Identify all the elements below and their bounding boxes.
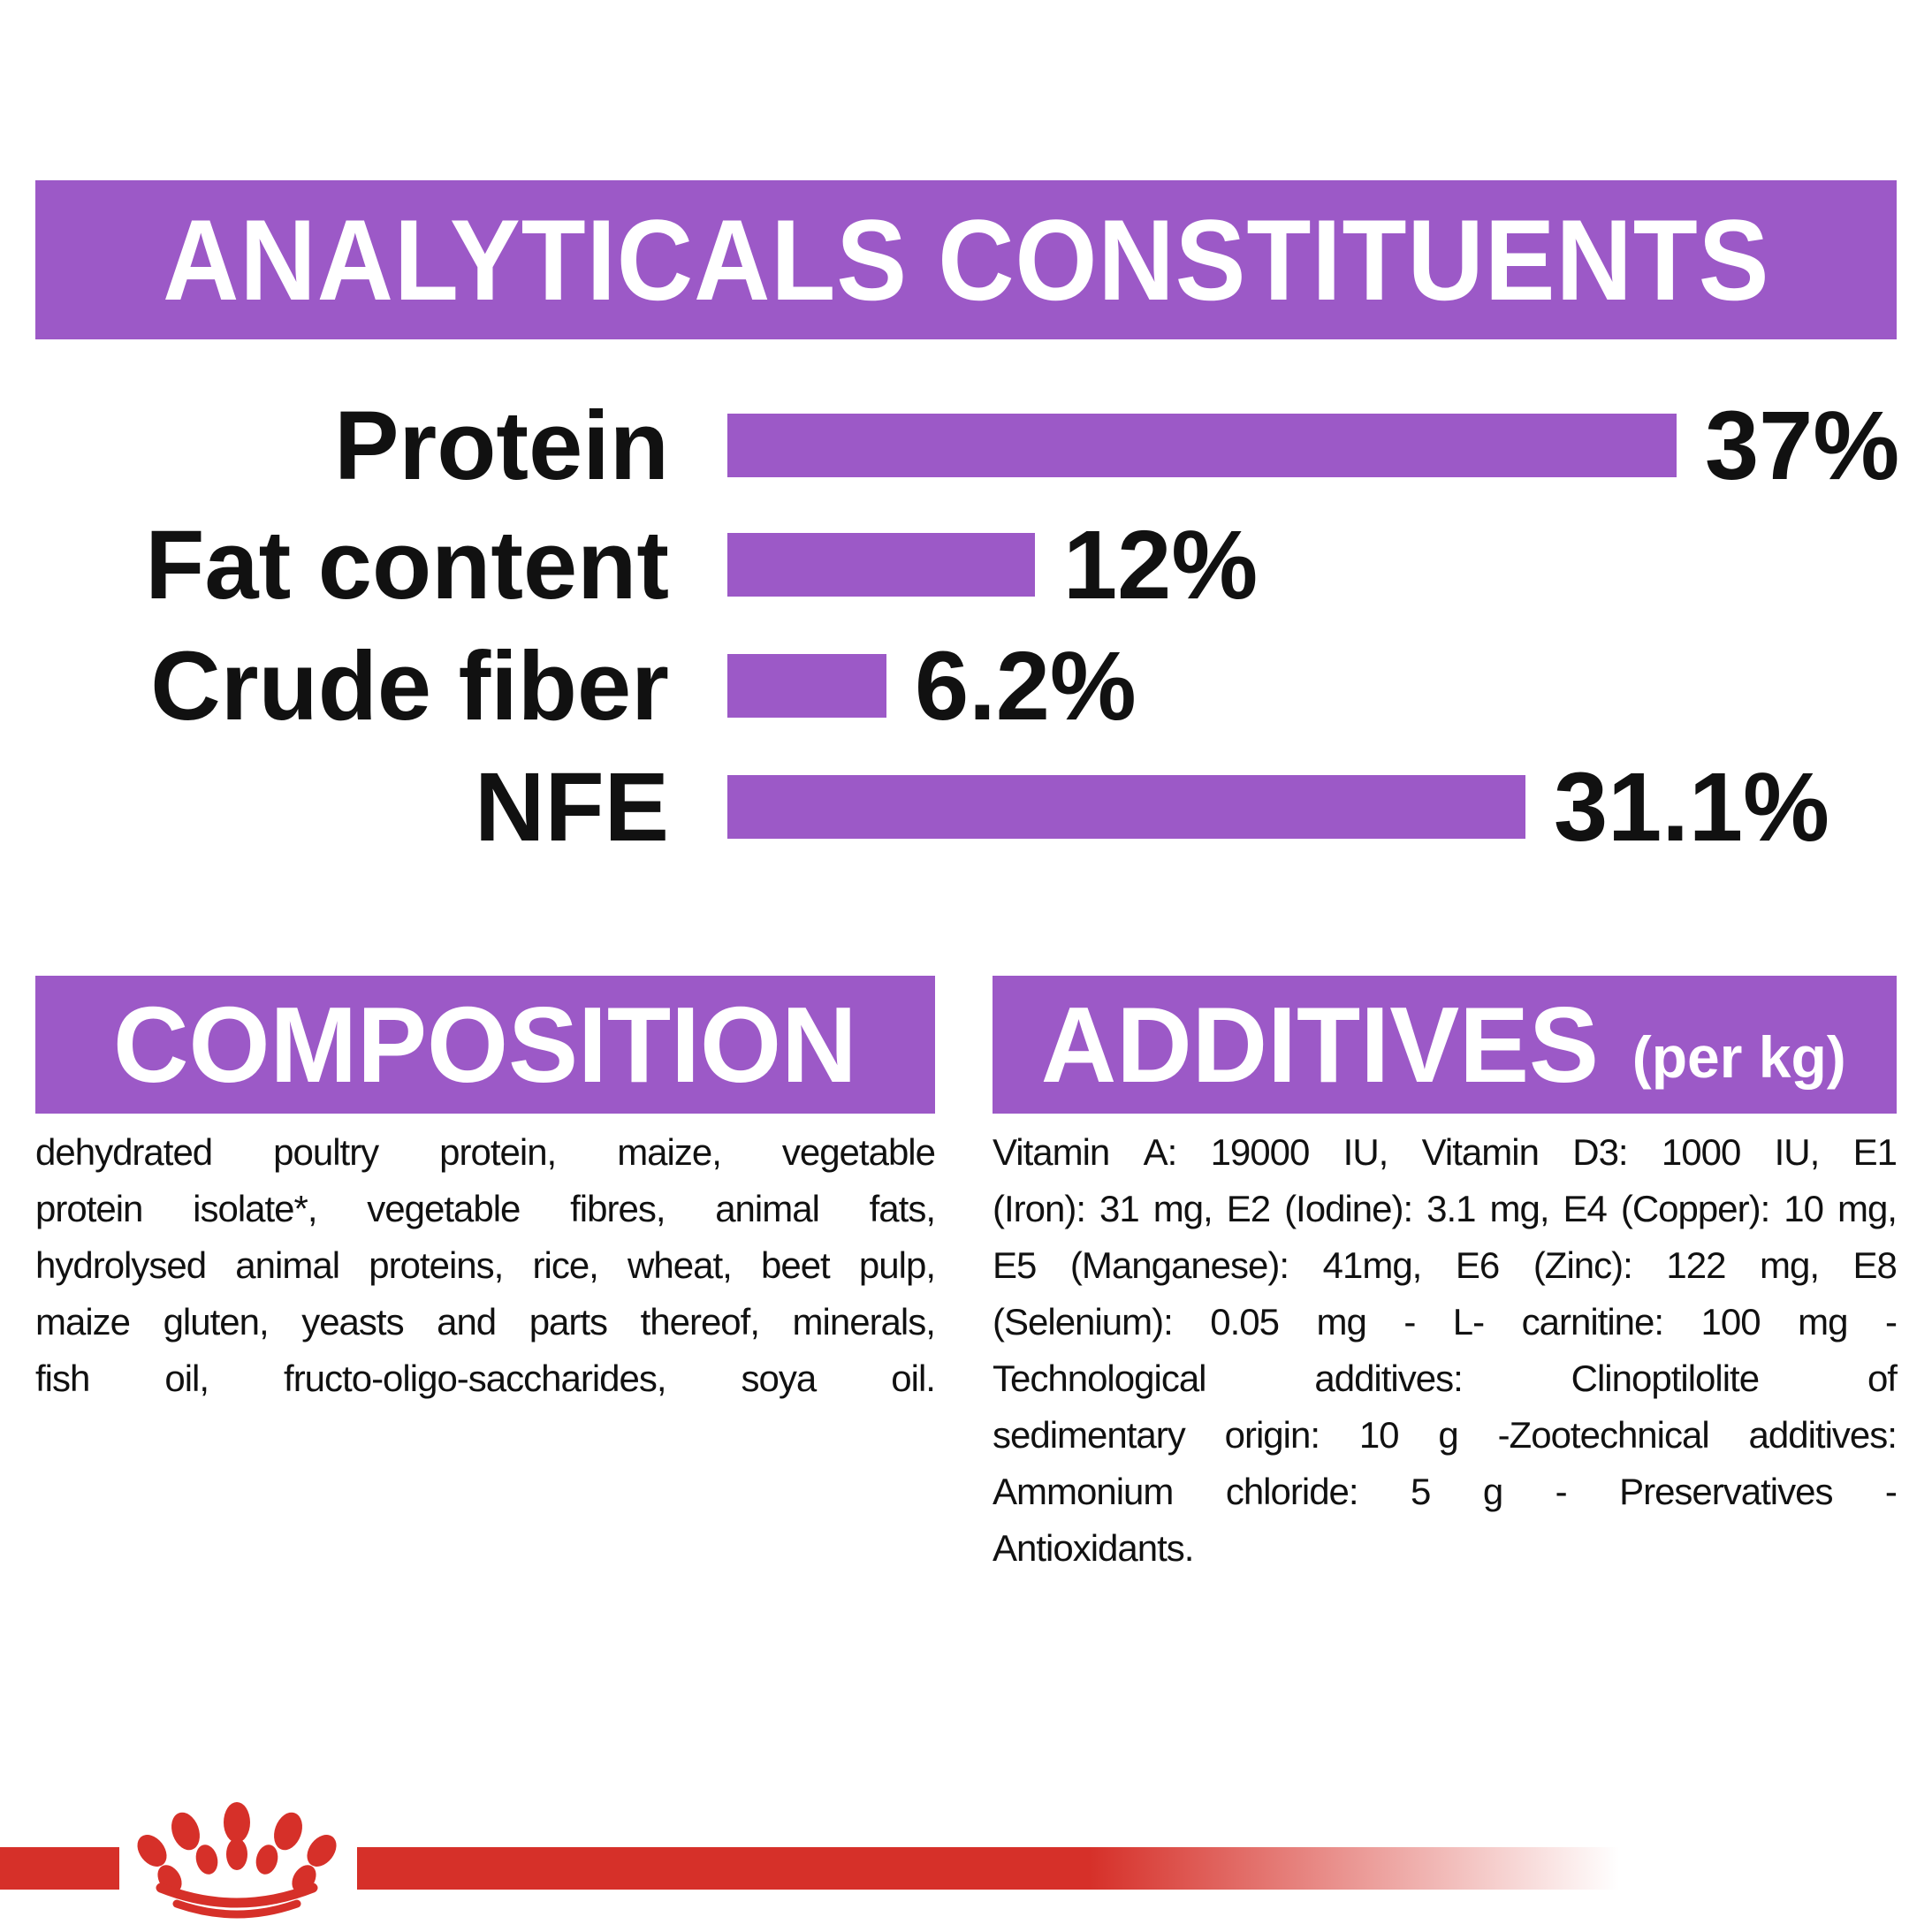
crown-arc xyxy=(172,1899,301,1919)
header-banner: ANALYTICALS CONSTITUENTS xyxy=(35,180,1897,339)
additives-line: Vitamin A: 19000 IU, Vitamin D3: 1000 IU, E1 xyxy=(993,1131,1898,1173)
bar xyxy=(727,414,1677,477)
additives-per-kg-label: (per kg) xyxy=(1632,1024,1846,1090)
composition-line: maize gluten, yeasts and parts thereof, minera… xyxy=(35,1301,936,1343)
additives-line: (Iron): 31 mg, E2 (Iodine): 3.1 mg, E4 (Copper):… xyxy=(993,1188,1898,1229)
crown-dot xyxy=(226,1838,247,1870)
bar-label: Crude fiber xyxy=(150,631,669,741)
composition-line: dehydrated poultry protein, maize, vegetable xyxy=(35,1131,936,1173)
additives-text: Vitamin A: 19000 IU, Vitamin D3: 1000 IU, E1 (Iro… xyxy=(993,1124,1898,1577)
additives-line: Technological additives: Clinoptilolite of xyxy=(993,1358,1898,1399)
bar-row: Protein 37% xyxy=(0,391,1932,500)
additives-banner: ADDITIVES (per kg) xyxy=(993,976,1897,1114)
additives-line: (Selenium): 0.05 mg - L-carnitine: 100 mg - xyxy=(993,1301,1898,1343)
bar-value: 37% xyxy=(1705,391,1900,500)
page-title: ANALYTICALS CONSTITUENTS xyxy=(162,195,1770,324)
crown-dot xyxy=(195,1845,218,1875)
composition-title: COMPOSITION xyxy=(113,985,857,1105)
crown-dot xyxy=(274,1812,302,1851)
bar-label: Fat content xyxy=(145,510,669,620)
bar-value: 12% xyxy=(1063,510,1259,620)
bar-value: 31.1% xyxy=(1554,752,1829,862)
additives-title: ADDITIVES xyxy=(1040,985,1599,1105)
composition-banner: COMPOSITION xyxy=(35,976,935,1114)
royal-canin-crown-logo xyxy=(137,1802,337,1924)
bar-value: 6.2% xyxy=(915,631,1137,741)
composition-line: fish oil, fructo-oligo-saccharides, soya oil… xyxy=(35,1358,936,1399)
bar-label: Protein xyxy=(334,391,669,500)
additives-line: sedimentary origin: 10 g -Zootechnical additi… xyxy=(993,1414,1898,1456)
additives-line: E5 (Manganese): 41mg, E6 (Zinc): 122 mg, E8 xyxy=(993,1244,1898,1286)
bar xyxy=(727,654,886,718)
footer-stripe-right xyxy=(357,1847,1619,1890)
composition-line: protein isolate*, vegetable fibres, animal fa… xyxy=(35,1188,936,1229)
composition-line: hydrolysed animal proteins, rice, wheat, beet… xyxy=(35,1244,936,1286)
bar xyxy=(727,775,1525,839)
crown-icon xyxy=(137,1802,337,1919)
composition-text: dehydrated poultry protein, maize, vegetable… xyxy=(35,1124,936,1407)
bar-row: Fat content 12% xyxy=(0,510,1932,620)
crown-dot xyxy=(224,1802,250,1843)
crown-arc xyxy=(156,1883,318,1908)
bar xyxy=(727,533,1035,597)
bar-row: Crude fiber 6.2% xyxy=(0,631,1932,741)
crown-dot xyxy=(255,1845,278,1875)
footer-stripe-left xyxy=(0,1847,119,1890)
bar-row: NFE 31.1% xyxy=(0,752,1932,862)
crown-dot xyxy=(137,1835,167,1867)
analyticals-bar-chart: Protein 37% Fat content 12% Crude fiber 6.2% N… xyxy=(0,391,1932,862)
bar-label: NFE xyxy=(475,752,669,862)
crown-dot xyxy=(307,1835,337,1867)
crown-dot xyxy=(171,1812,200,1851)
additives-line: Antioxidants. xyxy=(993,1527,1194,1569)
additives-line: Ammonium chloride: 5 g - Preservatives - xyxy=(993,1471,1898,1512)
